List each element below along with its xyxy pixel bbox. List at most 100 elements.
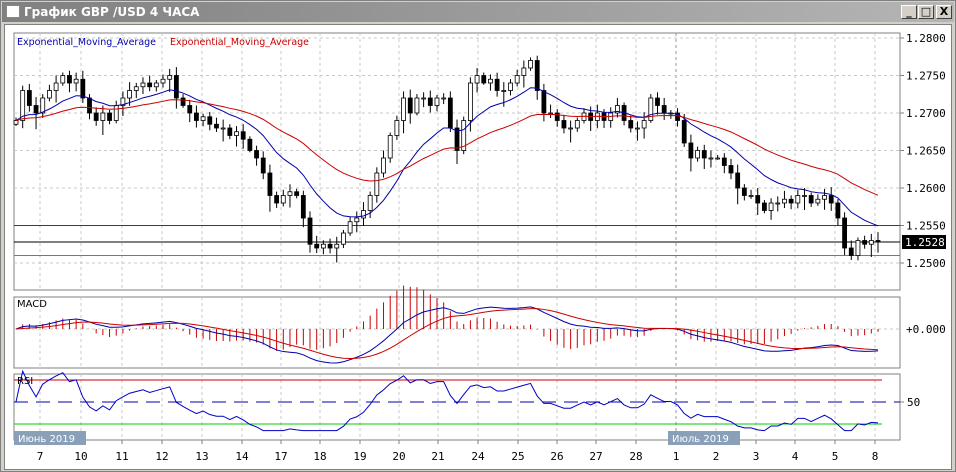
candle-body: [374, 172, 380, 196]
ema-slow-line: [15, 99, 879, 196]
x-tick-label: 20: [392, 450, 405, 463]
x-tick-label: 3: [753, 450, 760, 463]
y-tick-label: 1.2500: [906, 257, 946, 270]
candle-body: [87, 97, 92, 114]
candle-body: [441, 97, 447, 100]
candle-body: [628, 120, 634, 129]
rsi-line: [15, 369, 879, 432]
candle-body: [120, 97, 126, 106]
y-tick-label: 1.2750: [906, 70, 946, 83]
candle-body: [494, 78, 500, 91]
candle-body: [327, 243, 333, 249]
candle-body: [40, 97, 46, 114]
candle-body: [347, 221, 353, 234]
chart-area[interactable]: 7 10 11 12 13 14 17 18 19 20 21 24 25 26 27 28 1 2 3 4 5 8 1.2…: [4, 24, 952, 470]
candle-body: [53, 82, 59, 91]
x-tick-label: 8: [872, 450, 879, 463]
candle-body: [514, 75, 520, 84]
candle-body: [140, 82, 146, 88]
candle-body: [808, 195, 814, 204]
x-tick-label: 5: [832, 450, 839, 463]
candle-body: [173, 75, 179, 99]
x-tick-label: 7: [37, 450, 44, 463]
candle-body: [13, 120, 19, 125]
candle-body: [394, 120, 400, 136]
x-tick-label: 17: [274, 450, 287, 463]
candle-body: [67, 75, 72, 84]
x-tick-label: 12: [155, 450, 168, 463]
candle-body: [775, 202, 781, 205]
current-price-label: 1.2528: [905, 236, 945, 249]
candle-body: [735, 172, 741, 189]
candle-body: [848, 247, 854, 256]
x-tick-label: 14: [235, 450, 249, 463]
candle-body: [681, 120, 687, 144]
candle-body: [695, 150, 700, 159]
candle-body: [467, 82, 473, 121]
candle-body: [247, 138, 253, 151]
candle-body: [93, 112, 99, 121]
candle-body: [528, 60, 533, 69]
candle-body: [401, 97, 406, 121]
month-label-bg: [668, 431, 740, 445]
candle-body: [194, 112, 199, 121]
candle-body: [33, 105, 39, 114]
candle-body: [554, 112, 560, 121]
candle-body: [708, 157, 714, 160]
candle-body: [862, 240, 868, 245]
candle-body: [461, 120, 467, 151]
candle-body: [728, 165, 734, 174]
x-tick-label: 19: [353, 450, 366, 463]
macd-zero-label: +0.000: [906, 323, 946, 336]
macd-pane: [13, 296, 901, 369]
x-tick-label: 26: [550, 450, 563, 463]
candle-body: [474, 75, 480, 84]
current-price-badge: [902, 235, 946, 249]
candle-body: [548, 112, 553, 115]
price-chart[interactable]: 7 10 11 12 13 14 17 18 19 20 21 24 25 26 27 28 1 2 3 4 5 81.2…: [5, 25, 953, 471]
candle-body: [354, 217, 360, 223]
candle-body: [541, 90, 547, 114]
candle-body: [421, 97, 427, 100]
y-tick-label: 1.2600: [906, 182, 946, 195]
y-tick-label: 1.2700: [906, 107, 946, 120]
minimize-button[interactable]: _: [901, 5, 917, 19]
candle-body: [762, 202, 767, 211]
candle-body: [568, 127, 574, 130]
candle-body: [274, 195, 280, 204]
candle-body: [300, 195, 306, 219]
candle-body: [240, 131, 246, 140]
candle-body: [220, 127, 226, 130]
candle-body: [133, 86, 139, 91]
candle-body: [214, 123, 219, 129]
candle-body: [675, 112, 680, 121]
candle-body: [361, 210, 366, 219]
candle-body: [641, 120, 647, 129]
title-bar[interactable]: График GBP /USD 4 ЧАСА: [2, 2, 954, 22]
candle-body: [481, 75, 487, 84]
candle-body: [802, 195, 807, 197]
candle-body: [113, 105, 119, 121]
candle-body: [748, 195, 754, 197]
candle-body: [267, 172, 273, 196]
x-tick-label: 18: [313, 450, 326, 463]
candle-body: [614, 105, 620, 114]
rsi-50-label: 50: [907, 396, 920, 409]
rsi-pane: [13, 373, 901, 441]
x-tick-label: 4: [792, 450, 799, 463]
macd-panel-label: MACD: [17, 299, 47, 310]
candle-body: [167, 75, 173, 80]
close-button[interactable]: X: [936, 5, 952, 19]
ema-fast-line: [15, 87, 879, 227]
x-tick-label: 10: [74, 450, 87, 463]
maximize-button[interactable]: □: [918, 5, 934, 19]
y-tick-label: 1.2550: [906, 220, 946, 233]
y-tick-label: 1.2800: [906, 32, 946, 45]
candle-body: [534, 60, 540, 91]
candle-body: [755, 195, 761, 204]
candle-body: [447, 97, 453, 129]
x-tick-label: 24: [471, 450, 485, 463]
month-label-bg: [14, 431, 86, 445]
candle-body: [60, 75, 66, 84]
candle-body: [721, 157, 727, 166]
